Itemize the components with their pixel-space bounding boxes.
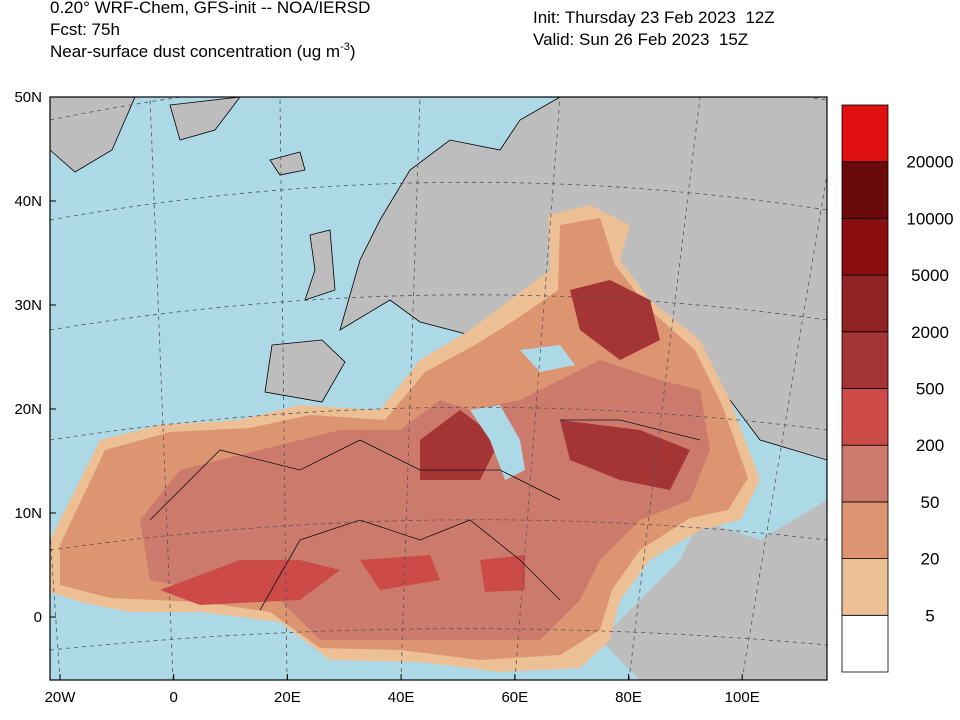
land	[169, 97, 241, 141]
variable-close: )	[350, 42, 356, 61]
colorbar-bin	[841, 217, 889, 276]
longitude-lines	[50, 97, 827, 680]
valid-time: Valid: Sun 26 Feb 2023 15Z	[533, 30, 748, 49]
colorbar-label: 10000	[906, 209, 953, 228]
longitude-label: 20W	[45, 689, 77, 706]
borders	[149, 419, 701, 611]
latitude-label: 30N	[14, 297, 42, 314]
colorbar-bin	[841, 274, 889, 333]
colorbar-label: 5	[925, 606, 934, 625]
iberia	[264, 339, 346, 403]
dust-200	[360, 555, 440, 590]
colorbar-bin	[841, 501, 889, 559]
map-frame	[49, 96, 828, 681]
colorbar-label: 200	[916, 436, 944, 455]
init-time: Init: Thursday 23 Feb 2023 12Z	[533, 8, 775, 27]
colorbar-label: 20	[921, 550, 940, 569]
longitude-label: 40E	[388, 689, 415, 706]
red-sea	[470, 405, 525, 480]
longitude-label: 0	[170, 689, 178, 706]
variable-text: Near-surface dust concentration (ug m	[50, 42, 340, 61]
colorbar-bin	[841, 614, 889, 673]
colorbar-bin	[841, 161, 889, 219]
longitude-label: 80E	[615, 689, 642, 706]
longitude-label: 60E	[501, 689, 528, 706]
colorbar-bin	[841, 444, 889, 503]
map	[50, 97, 827, 680]
dust-500	[420, 410, 500, 480]
forecast-hour: Fcst: 75h	[50, 20, 120, 39]
axes: 50N 40N 30N 20N 10N 0 20W 0 20E 40E 60E 80E 100E	[14, 89, 759, 706]
iceland	[269, 151, 306, 176]
longitude-label: 100E	[725, 689, 760, 706]
colorbar-label: 20000	[906, 153, 953, 172]
title: 0.20° WRF-Chem, GFS-init -- NOA/IERSD	[50, 0, 370, 17]
dust-500	[570, 280, 660, 360]
latitude-label: 50N	[14, 89, 42, 106]
dust-200	[160, 560, 340, 605]
dust-500	[560, 420, 690, 490]
colorbar-label: 5000	[911, 266, 949, 285]
dust-200	[480, 555, 525, 592]
greenland	[50, 97, 136, 173]
britain	[304, 229, 336, 301]
colorbar-label: 50	[921, 493, 940, 512]
latitude-label: 20N	[14, 401, 42, 418]
black-sea	[520, 345, 575, 372]
colorbar-label: 500	[916, 380, 944, 399]
colorbar-bin	[841, 558, 889, 616]
colorbar-bin	[841, 104, 889, 163]
variable: Near-surface dust concentration (ug m-3)	[50, 41, 356, 61]
longitude-label: 20E	[274, 689, 301, 706]
variable-exponent: -3	[340, 41, 350, 53]
colorbar-bin	[841, 331, 889, 389]
latitude-label: 40N	[14, 193, 42, 210]
latitude-label: 0	[34, 609, 42, 626]
latitude-label: 10N	[14, 505, 42, 522]
colorbar-bin	[841, 388, 889, 446]
land	[600, 500, 827, 680]
colorbar-label: 2000	[911, 323, 949, 342]
colorbar: 5 20 50 200 500 2000 5000 10000 20000	[841, 104, 954, 673]
